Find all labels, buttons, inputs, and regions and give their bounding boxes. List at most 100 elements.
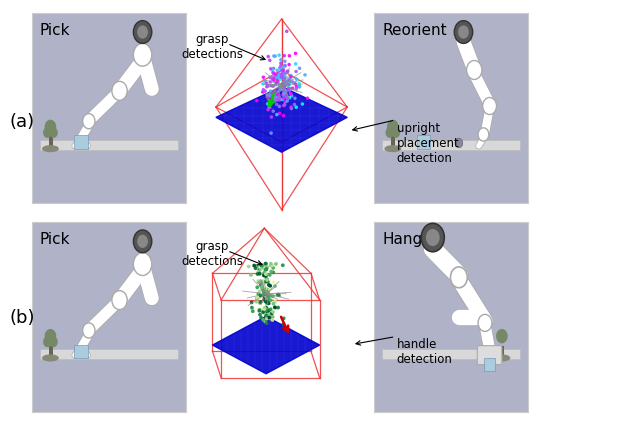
Text: upright
placement
detection: upright placement detection (397, 122, 460, 165)
Point (273, 72, 284, 79)
Point (270, 81, 280, 88)
Point (262, 276, 272, 283)
Point (264, 92, 274, 99)
Point (269, 304, 280, 311)
Point (263, 106, 273, 113)
Point (274, 73, 284, 80)
Point (265, 293, 275, 300)
FancyBboxPatch shape (49, 136, 52, 150)
Point (260, 298, 271, 305)
Point (253, 268, 264, 275)
Point (260, 88, 270, 95)
Point (264, 282, 275, 289)
Point (275, 75, 285, 82)
Point (277, 73, 287, 80)
Point (284, 82, 294, 89)
Point (270, 283, 280, 290)
Point (272, 75, 282, 82)
Point (280, 99, 291, 106)
Point (272, 264, 282, 271)
Point (280, 74, 290, 81)
Point (269, 65, 279, 72)
Circle shape (45, 119, 56, 134)
Point (247, 304, 257, 311)
Point (278, 102, 289, 109)
Point (265, 283, 275, 290)
Point (276, 56, 286, 63)
Point (258, 307, 268, 313)
Circle shape (45, 329, 56, 344)
Point (254, 307, 264, 313)
Circle shape (421, 223, 444, 252)
Point (262, 299, 272, 306)
Point (261, 304, 271, 311)
Circle shape (43, 337, 52, 347)
Point (274, 71, 284, 78)
Point (266, 306, 276, 313)
Point (275, 110, 285, 117)
Point (259, 277, 269, 284)
Point (280, 89, 290, 96)
Point (271, 72, 282, 79)
Point (256, 278, 266, 285)
Point (259, 74, 269, 81)
Point (270, 298, 280, 305)
Point (280, 77, 290, 84)
Point (261, 314, 271, 321)
Point (260, 290, 271, 297)
Point (274, 82, 284, 89)
Point (266, 268, 276, 275)
Point (272, 96, 282, 103)
Point (279, 70, 289, 77)
Point (262, 299, 272, 306)
Point (284, 80, 294, 87)
Point (272, 90, 282, 97)
Point (269, 88, 280, 95)
Point (280, 82, 291, 89)
Point (265, 57, 275, 64)
Point (275, 103, 285, 110)
Point (278, 315, 289, 322)
Circle shape (112, 291, 127, 310)
Point (268, 83, 278, 90)
Point (269, 94, 280, 101)
Point (273, 93, 284, 100)
Point (270, 53, 280, 60)
Circle shape (426, 229, 440, 246)
Point (259, 86, 269, 93)
Point (284, 52, 294, 59)
Point (257, 264, 268, 271)
Point (281, 78, 291, 85)
Point (252, 294, 262, 301)
Point (268, 300, 278, 307)
Point (284, 95, 294, 102)
Point (263, 95, 273, 102)
Point (291, 81, 301, 88)
Point (280, 90, 291, 97)
Circle shape (49, 127, 58, 138)
Point (279, 75, 289, 82)
Point (269, 75, 279, 82)
Circle shape (49, 337, 58, 347)
Point (252, 298, 262, 305)
Point (277, 71, 287, 78)
Point (276, 60, 286, 67)
Point (244, 263, 254, 270)
FancyBboxPatch shape (391, 136, 395, 150)
Point (265, 98, 275, 105)
Point (280, 75, 290, 82)
Point (275, 65, 285, 72)
Point (266, 82, 276, 89)
Point (274, 292, 284, 299)
Point (272, 74, 282, 81)
Point (260, 292, 271, 299)
Point (272, 111, 282, 118)
Point (274, 52, 284, 59)
Circle shape (467, 61, 482, 79)
FancyBboxPatch shape (382, 349, 520, 359)
Circle shape (83, 323, 95, 338)
Text: Pick: Pick (40, 23, 70, 37)
Point (262, 92, 273, 99)
Point (260, 285, 271, 292)
Point (268, 279, 278, 286)
